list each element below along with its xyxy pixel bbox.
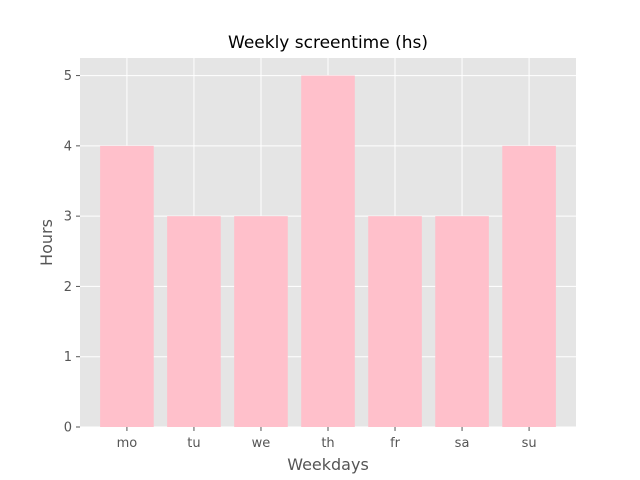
x-tick-label: th (321, 436, 334, 451)
x-tick-label: we (252, 436, 271, 451)
y-tick-label: 0 (64, 421, 72, 436)
y-tick-label: 5 (64, 69, 72, 84)
x-tick-label: sa (455, 436, 470, 451)
bar-fr (368, 216, 422, 427)
y-axis-label: Hours (37, 219, 56, 266)
bar-su (502, 145, 556, 427)
bar-we (234, 216, 288, 427)
y-tick-label: 4 (64, 139, 72, 154)
x-tick-label: fr (390, 436, 401, 451)
x-tick-label: mo (117, 436, 138, 451)
bars (100, 75, 556, 428)
ticks: 0 1 2 3 4 5 mo tu we th fr sa su (64, 69, 537, 451)
y-tick-label: 2 (64, 280, 72, 295)
x-tick-label: tu (187, 436, 200, 451)
y-tick-label: 3 (64, 210, 72, 225)
x-tick-label: su (522, 436, 537, 451)
bar-th (301, 75, 355, 428)
x-axis-label: Weekdays (287, 455, 369, 474)
bar-tu (167, 216, 221, 427)
y-tick-label: 1 (64, 350, 72, 365)
bar-sa (435, 216, 489, 427)
bar-mo (100, 145, 154, 427)
chart-title: Weekly screentime (hs) (228, 33, 428, 53)
